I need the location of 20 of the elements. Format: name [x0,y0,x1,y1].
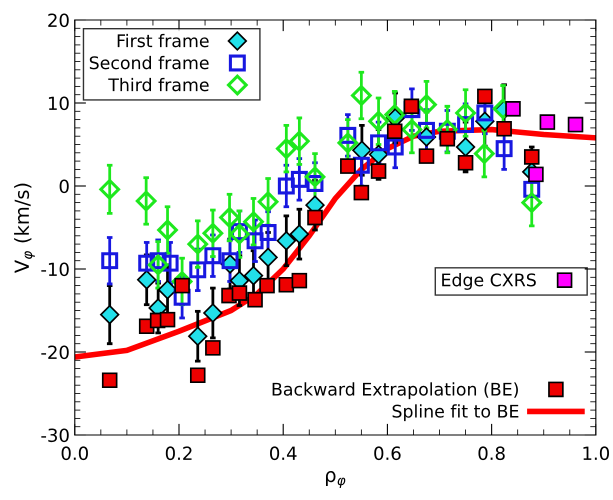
legend-label: Spline fit to BE [392,404,518,422]
y-tick-label: -10 [41,262,69,276]
x-tick-label: 0.6 [374,446,401,460]
legend-label: Edge CXRS [442,273,536,290]
x-tick-label: 1.0 [583,446,609,460]
legend-label: Second frame [90,56,209,70]
y-tick-label: 0 [60,179,69,194]
legend-label: Backward Extrapolation (BE) [272,382,518,400]
legend-label: Third frame [108,78,209,92]
x-tick-label: 0.0 [62,446,88,460]
y-tick-label: -20 [41,345,69,360]
x-tick-label: 0.8 [478,446,505,460]
y-axis-title: V$_{φ}$ (km/s) [14,184,35,274]
x-tick-label: 0.2 [166,446,192,460]
y-tick-label: 20 [48,13,69,28]
legend-label: First frame [118,34,209,48]
x-axis-title: ρ$_{φ}$ [326,471,346,488]
x-tick-label: 0.4 [270,446,297,460]
y-tick-label: -30 [41,428,69,442]
y-tick-label: 10 [48,96,69,110]
